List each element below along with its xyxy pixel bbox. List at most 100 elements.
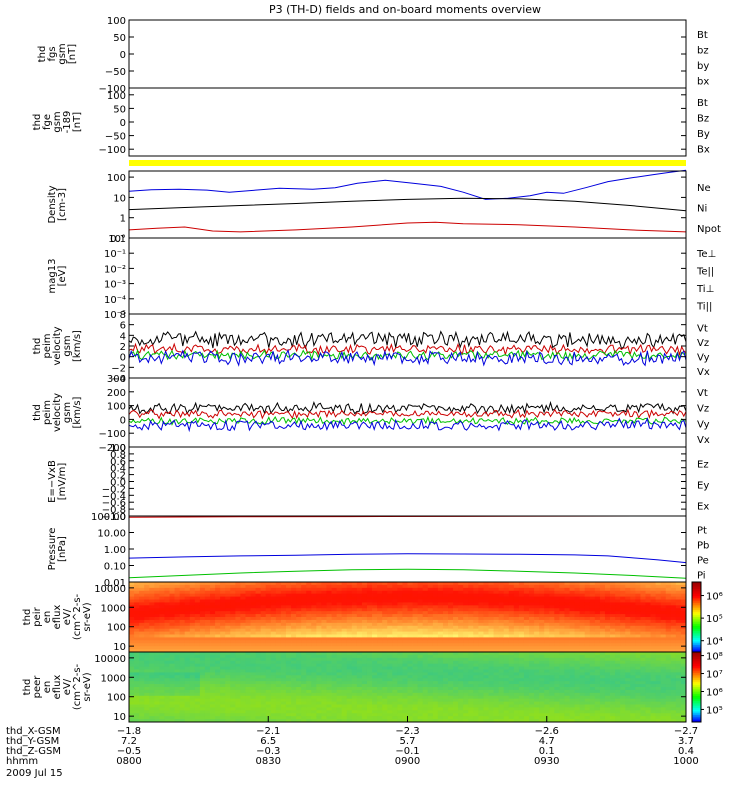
heatmap-cell	[453, 608, 459, 612]
heatmap-cell	[210, 614, 216, 618]
heatmap-cell	[260, 713, 267, 717]
heatmap-cell	[139, 666, 145, 670]
heatmap-cell	[199, 678, 206, 682]
heatmap-cell	[468, 678, 474, 682]
heatmap-cell	[625, 634, 631, 638]
heatmap-cell	[260, 704, 267, 708]
heatmap-cell	[382, 701, 388, 705]
heatmap-cell	[275, 614, 282, 618]
heatmap-cell	[255, 713, 262, 717]
heatmap-cell	[392, 663, 398, 667]
heatmap-cell	[513, 687, 520, 691]
heatmap-cell	[366, 625, 373, 630]
heatmap-cell	[432, 687, 439, 691]
heatmap-cell	[215, 704, 221, 708]
heatmap-cell	[513, 599, 520, 603]
heatmap-cell	[210, 608, 216, 612]
heatmap-cell	[508, 666, 515, 670]
heatmap-cell	[245, 695, 251, 700]
heatmap-cell	[650, 602, 657, 606]
heatmap-cell	[594, 625, 601, 630]
heatmap-cell	[164, 602, 170, 606]
heatmap-cell	[564, 582, 570, 586]
heatmap-cell	[427, 710, 434, 714]
heatmap-cell	[326, 701, 332, 705]
heatmap-cell	[341, 719, 348, 723]
heatmap-cell	[630, 614, 636, 618]
heatmap-cell	[366, 675, 373, 679]
heatmap-cell	[220, 707, 226, 711]
heatmap-cell	[483, 687, 489, 691]
heatmap-cell	[321, 657, 327, 662]
heatmap-cell	[488, 701, 494, 705]
heatmap-cell	[169, 590, 175, 595]
heatmap-cell	[189, 643, 196, 647]
heatmap-cell	[230, 687, 236, 691]
heatmap-cell	[574, 631, 581, 635]
colorbar-cell	[692, 636, 701, 639]
heatmap-cell	[270, 617, 277, 621]
heatmap-cell	[361, 660, 368, 665]
heatmap-cell	[245, 704, 251, 708]
heatmap-cell	[301, 698, 307, 702]
heatmap-cell	[336, 681, 343, 685]
heatmap-cell	[149, 666, 155, 670]
heatmap-cell	[518, 614, 525, 618]
heatmap-cell	[235, 719, 241, 723]
heatmap-cell	[604, 622, 611, 627]
heatmap-cell	[321, 643, 327, 647]
heatmap-cell	[301, 611, 307, 615]
heatmap-cell	[453, 587, 459, 592]
heatmap-cell	[321, 649, 327, 653]
heatmap-cell	[270, 631, 277, 635]
heatmap-cell	[448, 719, 454, 723]
heatmap-cell	[442, 634, 449, 638]
heatmap-cell	[296, 617, 302, 621]
heatmap-cell	[230, 701, 236, 705]
heatmap-cell	[169, 593, 175, 597]
heatmap-cell	[361, 684, 368, 688]
heatmap-cell	[296, 687, 302, 691]
heatmap-cell	[306, 681, 312, 685]
heatmap-cell	[610, 646, 616, 650]
heatmap-cell	[260, 689, 267, 694]
heatmap-cell	[488, 704, 494, 708]
heatmap-cell	[448, 687, 454, 691]
heatmap-cell	[250, 587, 256, 592]
heatmap-cell	[529, 590, 535, 595]
heatmap-cell	[356, 652, 363, 656]
heatmap-cell	[265, 602, 272, 606]
heatmap-cell	[164, 596, 170, 600]
heatmap-cell	[189, 593, 196, 597]
heatmap-cell	[655, 643, 662, 647]
heatmap-cell	[296, 710, 302, 714]
heatmap-cell	[139, 649, 145, 653]
heatmap-cell	[204, 646, 211, 650]
heatmap-cell	[159, 692, 165, 697]
heatmap-cell	[199, 660, 206, 665]
heatmap-cell	[412, 698, 419, 702]
heatmap-cell	[488, 716, 494, 720]
heatmap-cell	[397, 596, 403, 600]
heatmap-cell	[377, 716, 383, 720]
heatmap-cell	[670, 614, 677, 618]
heatmap-cell	[189, 646, 196, 650]
heatmap-cell	[372, 590, 378, 595]
heatmap-cell	[594, 602, 601, 606]
heatmap-cell	[372, 614, 378, 618]
heatmap-cell	[427, 657, 434, 662]
heatmap-cell	[356, 660, 363, 665]
heatmap-cell	[255, 716, 262, 720]
heatmap-cell	[493, 669, 500, 673]
heatmap-cell	[184, 684, 191, 688]
heatmap-cell	[554, 605, 560, 609]
heatmap-cell	[301, 681, 307, 685]
heatmap-cell	[407, 652, 413, 656]
heatmap-cell	[407, 687, 413, 691]
heatmap-cell	[387, 716, 393, 720]
heatmap-cell	[402, 684, 408, 688]
heatmap-cell	[630, 625, 636, 630]
heatmap-cell	[442, 657, 449, 662]
heatmap-cell	[331, 666, 338, 670]
heatmap-cell	[316, 637, 322, 641]
